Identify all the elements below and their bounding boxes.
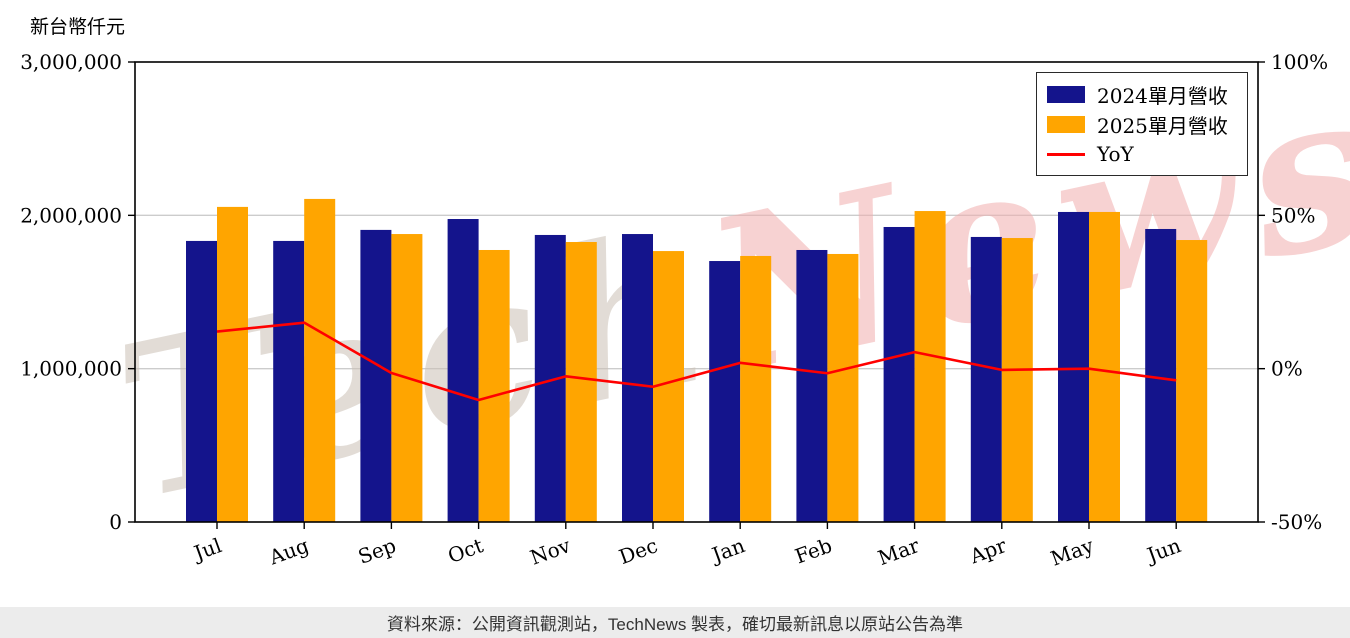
svg-text:May: May	[1047, 533, 1097, 571]
svg-text:Jul: Jul	[189, 533, 225, 566]
svg-text:Feb: Feb	[792, 533, 835, 568]
svg-text:100%: 100%	[1271, 50, 1328, 74]
svg-text:3,000,000: 3,000,000	[20, 50, 122, 74]
svg-text:Sep: Sep	[355, 533, 399, 569]
legend-item-yoy: YoY	[1047, 141, 1237, 167]
legend-label-2025: 2025單月營收	[1097, 113, 1228, 138]
legend-label-yoy: YoY	[1097, 142, 1134, 166]
legend-swatch-2024-icon	[1047, 85, 1085, 103]
svg-text:Apr: Apr	[966, 533, 1010, 569]
svg-text:Mar: Mar	[875, 533, 923, 570]
y-axis-title: 新台幣仟元	[30, 17, 126, 38]
svg-text:Oct: Oct	[445, 533, 487, 568]
legend-label-2024: 2024單月營收	[1097, 83, 1228, 108]
svg-text:Jan: Jan	[707, 533, 748, 568]
legend-item-2025: 2025單月營收	[1047, 111, 1237, 138]
svg-text:0: 0	[109, 510, 122, 534]
legend-item-2024: 2024單月營收	[1047, 81, 1237, 108]
legend-swatch-2025-icon	[1047, 115, 1085, 133]
source-footer: 資料來源：公開資訊觀測站，TechNews 製表，確切最新訊息以原站公告為準	[0, 607, 1350, 638]
svg-text:1,000,000: 1,000,000	[20, 357, 122, 381]
chart-legend: 2024單月營收 2025單月營收 YoY	[1036, 72, 1248, 176]
source-text: 資料來源：公開資訊觀測站，TechNews 製表，確切最新訊息以原站公告為準	[386, 615, 964, 634]
svg-text:Aug: Aug	[265, 533, 312, 570]
svg-text:50%: 50%	[1271, 203, 1315, 227]
legend-swatch-yoy-icon	[1047, 152, 1085, 156]
svg-text:2,000,000: 2,000,000	[20, 203, 122, 227]
svg-text:Jun: Jun	[1142, 533, 1184, 568]
svg-text:-50%: -50%	[1271, 510, 1322, 534]
svg-text:Nov: Nov	[527, 533, 574, 570]
svg-text:Dec: Dec	[616, 533, 661, 569]
svg-text:0%: 0%	[1271, 357, 1303, 381]
